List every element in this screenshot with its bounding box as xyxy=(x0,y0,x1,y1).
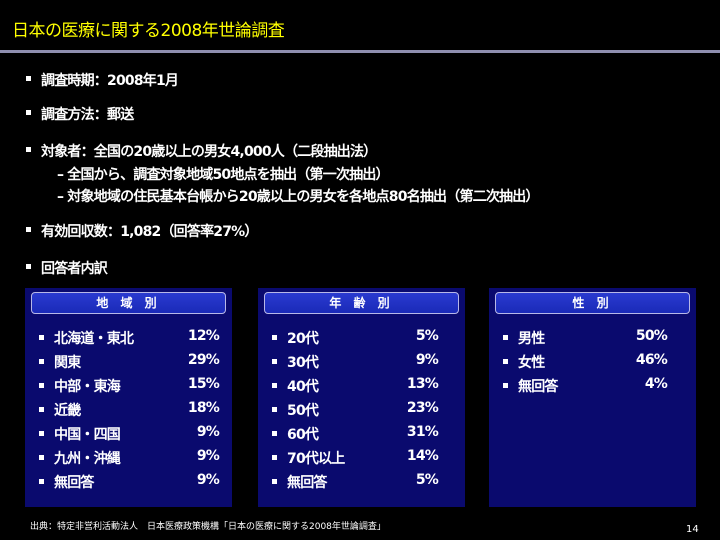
item-label: 男性 xyxy=(518,331,545,347)
item-value: 9% xyxy=(196,448,220,464)
list-item: 近畿 18% xyxy=(39,400,220,420)
list-item: 中国・四国 9% xyxy=(39,424,220,444)
list-item: 無回答 9% xyxy=(39,472,220,492)
bullet-marker-icon xyxy=(39,359,44,364)
item-value: 23% xyxy=(406,400,439,416)
list-item: 70代以上 14% xyxy=(272,448,439,468)
bullet-marker-icon xyxy=(272,479,277,484)
item-value: 29% xyxy=(187,352,220,368)
item-value: 13% xyxy=(406,376,439,392)
list-item: 男性 50% xyxy=(503,328,668,348)
list-item: 30代 9% xyxy=(272,352,439,372)
item-label: 70代以上 xyxy=(287,451,345,467)
bullet-marker-icon xyxy=(272,431,277,436)
sex-panel: 性 別 男性 50% 女性 46% 無回答 4% xyxy=(489,288,696,507)
bullet-marker-icon xyxy=(272,455,277,460)
item-value: 46% xyxy=(635,352,668,368)
item-label: 女性 xyxy=(518,355,545,371)
list-item: 20代 5% xyxy=(272,328,439,348)
list-item: 無回答 5% xyxy=(272,472,439,492)
item-label: 無回答 xyxy=(287,475,327,491)
bullet-marker-icon xyxy=(26,110,31,115)
list-item: 中部・東海 15% xyxy=(39,376,220,396)
item-label: 中部・東海 xyxy=(54,379,121,395)
item-value: 5% xyxy=(415,328,439,344)
item-label: 近畿 xyxy=(54,403,81,419)
bullet-marker-icon xyxy=(503,383,508,388)
item-value: 9% xyxy=(196,424,220,440)
bullet-marker-icon xyxy=(503,359,508,364)
bullet-marker-icon xyxy=(26,76,31,81)
item-value: 50% xyxy=(635,328,668,344)
bullet-marker-icon xyxy=(26,147,31,152)
bullet-marker-icon xyxy=(272,383,277,388)
sex-panel-header: 性 別 xyxy=(495,292,690,314)
item-label: 無回答 xyxy=(54,475,94,491)
item-value: 14% xyxy=(406,448,439,464)
bullet-marker-icon xyxy=(26,227,31,232)
age-panel: 年 齢 別 20代 5% 30代 9% 40代 13% 50代 23% 60代 31% 7… xyxy=(258,288,465,507)
item-label: 無回答 xyxy=(518,379,558,395)
list-item: 無回答 4% xyxy=(503,376,668,396)
item-value: 9% xyxy=(196,472,220,488)
item-label: 30代 xyxy=(287,355,319,371)
bullet-text: 調査時期：2008年1月 xyxy=(41,73,179,89)
list-item: 九州・沖縄 9% xyxy=(39,448,220,468)
item-label: 60代 xyxy=(287,427,319,443)
bullet-text: 対象者：全国の20歳以上の男女4,000人（二段抽出法） xyxy=(41,144,377,160)
item-value: 12% xyxy=(187,328,220,344)
title-divider xyxy=(0,50,720,53)
bullet-marker-icon xyxy=(272,335,277,340)
bullet-marker-icon xyxy=(272,359,277,364)
bullet-marker-icon xyxy=(39,407,44,412)
item-label: 20代 xyxy=(287,331,319,347)
item-label: 九州・沖縄 xyxy=(54,451,121,467)
list-item: 関東 29% xyxy=(39,352,220,372)
list-item: 北海道・東北 12% xyxy=(39,328,220,348)
bullet-marker-icon xyxy=(39,431,44,436)
region-panel-header: 地 域 別 xyxy=(31,292,226,314)
bullet-marker-icon xyxy=(39,383,44,388)
sub-bullet-second-stage: – 対象地域の住民基本台帳から20歳以上の男女を各地点80名抽出（第二次抽出） xyxy=(57,189,539,205)
item-label: 中国・四国 xyxy=(54,427,121,443)
item-value: 31% xyxy=(406,424,439,440)
bullet-marker-icon xyxy=(39,455,44,460)
item-label: 北海道・東北 xyxy=(54,331,134,347)
list-item: 50代 23% xyxy=(272,400,439,420)
bullet-marker-icon xyxy=(503,335,508,340)
page-number: 14 xyxy=(686,524,699,535)
item-label: 40代 xyxy=(287,379,319,395)
slide-title: 日本の医療に関する2008年世論調査 xyxy=(12,21,285,41)
item-value: 15% xyxy=(187,376,220,392)
list-item: 60代 31% xyxy=(272,424,439,444)
bullet-text: 調査方法：郵送 xyxy=(41,107,134,123)
list-item: 40代 13% xyxy=(272,376,439,396)
item-value: 18% xyxy=(187,400,220,416)
bullet-marker-icon xyxy=(39,335,44,340)
bullet-text: 有効回収数：1,082（回答率27%） xyxy=(41,224,258,240)
source-footnote: 出典：特定非営利活動法人 日本医療政策機構「日本の医療に関する2008年世論調査… xyxy=(30,522,386,532)
item-value: 9% xyxy=(415,352,439,368)
age-panel-header: 年 齢 別 xyxy=(264,292,459,314)
bullet-marker-icon xyxy=(272,407,277,412)
item-value: 5% xyxy=(415,472,439,488)
item-value: 4% xyxy=(644,376,668,392)
list-item: 女性 46% xyxy=(503,352,668,372)
sub-bullet-first-stage: – 全国から、調査対象地域50地点を抽出（第一次抽出） xyxy=(57,167,390,183)
region-panel: 地 域 別 北海道・東北 12% 関東 29% 中部・東海 15% 近畿 18% 中国・… xyxy=(25,288,232,507)
bullet-text: 回答者内訳 xyxy=(41,261,108,277)
item-label: 関東 xyxy=(54,355,81,371)
item-label: 50代 xyxy=(287,403,319,419)
bullet-marker-icon xyxy=(26,264,31,269)
bullet-marker-icon xyxy=(39,479,44,484)
